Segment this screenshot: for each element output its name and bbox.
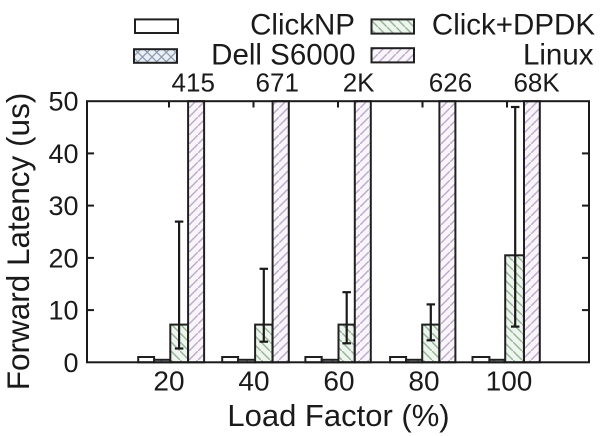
svg-text:2K: 2K [343,67,375,97]
svg-text:10: 10 [48,296,78,326]
svg-text:60: 60 [323,366,354,397]
svg-text:30: 30 [48,191,78,221]
svg-text:50: 50 [48,87,78,117]
svg-text:ClickNP: ClickNP [250,8,355,41]
svg-text:Forward Latency (us): Forward Latency (us) [0,93,36,391]
svg-text:671: 671 [256,67,299,97]
svg-text:40: 40 [48,139,78,169]
svg-text:80: 80 [408,366,439,397]
svg-text:100: 100 [486,366,533,397]
svg-text:20: 20 [153,366,184,397]
svg-text:Click+DPDK: Click+DPDK [432,8,595,41]
svg-text:20: 20 [48,243,78,273]
svg-text:626: 626 [429,67,472,97]
svg-text:40: 40 [238,366,269,397]
svg-text:Load Factor (%): Load Factor (%) [227,398,449,433]
svg-text:68K: 68K [513,67,560,97]
svg-text:Dell S6000: Dell S6000 [211,39,355,72]
svg-text:Linux: Linux [523,39,594,72]
svg-text:0: 0 [63,348,78,378]
svg-text:415: 415 [172,67,215,97]
